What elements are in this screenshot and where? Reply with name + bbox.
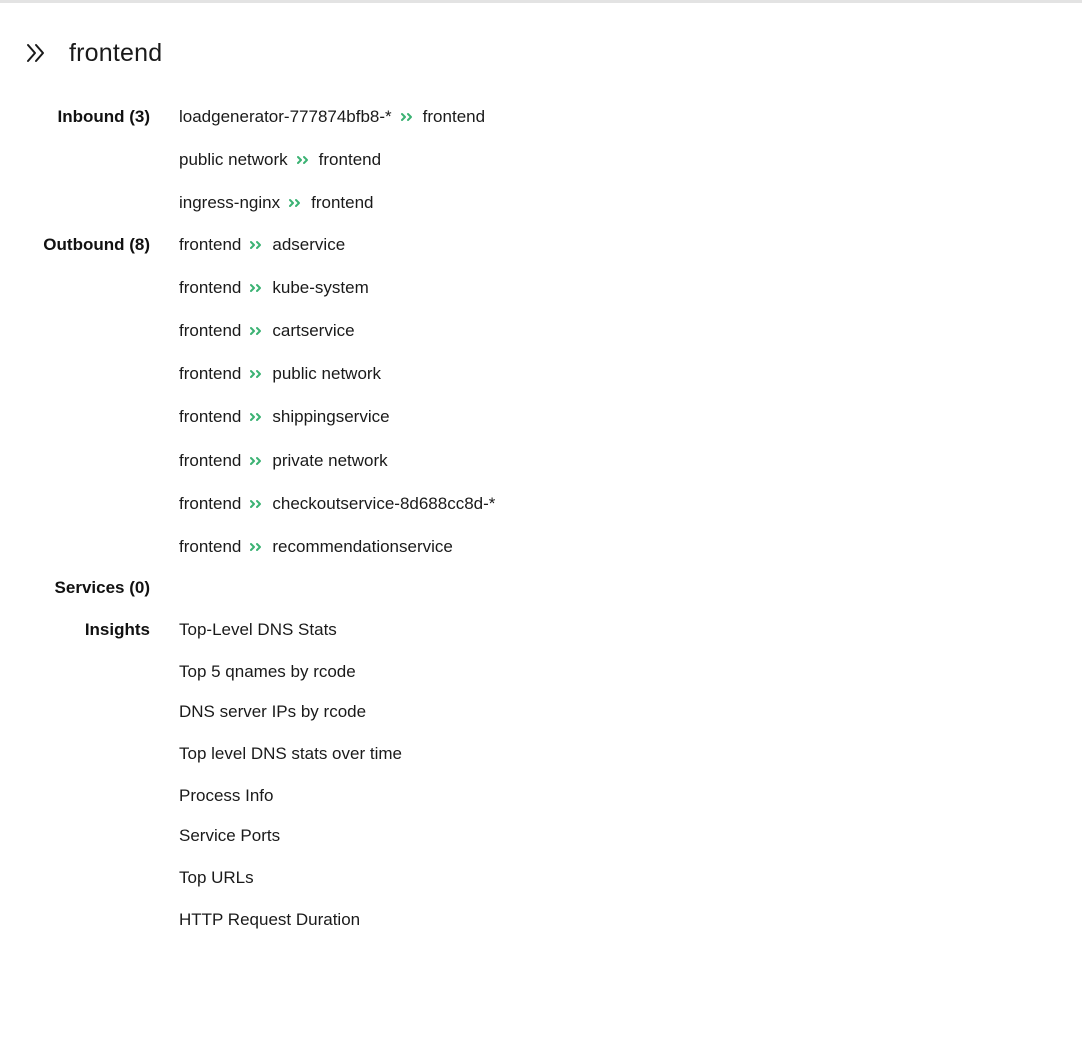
connection-target: kube-system: [272, 278, 369, 297]
flow-arrow-icon: [250, 326, 264, 336]
flow-arrow-icon: [250, 283, 264, 293]
connection-target: recommendationservice: [272, 537, 453, 556]
connection-source: frontend: [179, 407, 242, 426]
connection-source: frontend: [179, 451, 242, 470]
connection-source: frontend: [179, 235, 242, 254]
connection-target: shippingservice: [272, 407, 390, 426]
flow-arrow-icon: [250, 542, 264, 552]
outbound-connection[interactable]: frontend private network: [179, 451, 388, 471]
insight-link[interactable]: Service Ports: [179, 826, 281, 845]
insight-link[interactable]: Top URLs: [179, 868, 254, 887]
connection-target: checkoutservice-8d688cc8d-*: [272, 494, 496, 513]
page-title: frontend: [69, 38, 163, 67]
top-divider: [0, 0, 1082, 3]
flow-arrow-icon: [250, 412, 264, 422]
connection-source: frontend: [179, 321, 242, 340]
double-chevron-right-icon[interactable]: [24, 41, 48, 65]
flow-arrow-icon: [289, 198, 303, 208]
inbound-connection[interactable]: loadgenerator-777874bfb8-* frontend: [179, 107, 485, 127]
outbound-connection[interactable]: frontend adservice: [179, 235, 345, 255]
connection-target: frontend: [311, 193, 374, 212]
connection-target: frontend: [422, 107, 486, 126]
insight-link[interactable]: Top 5 qnames by rcode: [179, 662, 356, 681]
connection-source: frontend: [179, 278, 242, 297]
insight-link[interactable]: HTTP Request Duration: [179, 910, 361, 929]
connection-source: public network: [179, 150, 288, 169]
insight-link[interactable]: Top-Level DNS Stats: [179, 620, 337, 639]
flow-arrow-icon: [296, 155, 311, 165]
services-label: Services (0): [54, 578, 150, 597]
connection-source: frontend: [179, 537, 242, 556]
inbound-connection[interactable]: public network frontend: [179, 150, 381, 170]
outbound-connection[interactable]: frontend shippingservice: [179, 407, 390, 427]
outbound-connection[interactable]: frontend public network: [179, 364, 381, 384]
connection-source: frontend: [179, 364, 242, 383]
inbound-label: Inbound (3): [57, 107, 150, 126]
connection-target: adservice: [272, 235, 346, 254]
outbound-label: Outbound (8): [43, 235, 150, 254]
insight-link[interactable]: Top level DNS stats over time: [179, 744, 402, 763]
insight-link[interactable]: DNS server IPs by rcode: [179, 702, 367, 721]
flow-arrow-icon: [250, 240, 264, 250]
insight-link[interactable]: Process Info: [179, 786, 274, 805]
flow-arrow-icon: [400, 112, 415, 122]
connection-source: frontend: [179, 494, 242, 513]
connection-target: public network: [272, 364, 382, 383]
connection-target: cartservice: [272, 321, 355, 340]
connection-source: ingress-nginx: [179, 193, 281, 212]
connection-target: frontend: [318, 150, 382, 169]
outbound-connection[interactable]: frontend checkoutservice-8d688cc8d-*: [179, 494, 495, 514]
flow-arrow-icon: [250, 499, 264, 509]
connection-target: private network: [272, 451, 388, 470]
outbound-connection[interactable]: frontend recommendationservice: [179, 537, 453, 557]
outbound-connection[interactable]: frontend cartservice: [179, 321, 355, 341]
outbound-connection[interactable]: frontend kube-system: [179, 278, 369, 298]
connection-source: loadgenerator-777874bfb8-*: [179, 107, 392, 126]
page-header: frontend: [24, 36, 162, 70]
inbound-connection[interactable]: ingress-nginx frontend: [179, 193, 374, 213]
insights-label: Insights: [84, 620, 150, 639]
flow-arrow-icon: [250, 369, 264, 379]
flow-arrow-icon: [250, 456, 264, 466]
